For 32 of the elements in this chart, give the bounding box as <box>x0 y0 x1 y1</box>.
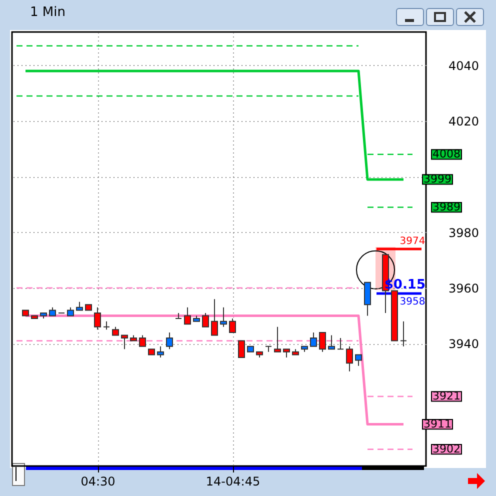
x-tick-label: 14-04:45 <box>206 474 260 488</box>
candlestick <box>184 306 191 325</box>
chart-title: 1 Min <box>30 5 66 20</box>
candlestick <box>121 334 128 350</box>
candlestick <box>355 354 362 366</box>
candlestick <box>175 312 182 320</box>
data-label: 3958 <box>400 296 426 308</box>
candlestick <box>346 346 353 372</box>
candlestick <box>319 332 326 352</box>
candlestick <box>220 306 227 328</box>
candlestick <box>211 298 218 336</box>
candlestick <box>400 320 407 347</box>
candlestick <box>274 326 281 352</box>
candlestick <box>202 312 209 328</box>
data-label: 3974 <box>400 236 426 247</box>
candlestick <box>337 338 344 350</box>
candlestick <box>238 340 245 358</box>
y-tick-label: 3980 <box>448 226 480 240</box>
candlestick <box>310 332 317 347</box>
candlestick <box>229 318 236 333</box>
candlestick <box>328 334 335 350</box>
y-tick-label: 4040 <box>448 58 480 73</box>
candlestick <box>94 306 101 330</box>
candlestick <box>139 334 146 347</box>
x-tick-label: 04:30 <box>80 474 116 488</box>
candlestick <box>157 346 164 358</box>
candlestick <box>364 282 371 316</box>
y-tick-label: 3940 <box>448 337 480 352</box>
candlestick <box>265 346 272 352</box>
y-tick-label: 4020 <box>448 114 480 129</box>
candlestick <box>166 332 173 350</box>
y-tick-label: 3960 <box>448 281 480 296</box>
